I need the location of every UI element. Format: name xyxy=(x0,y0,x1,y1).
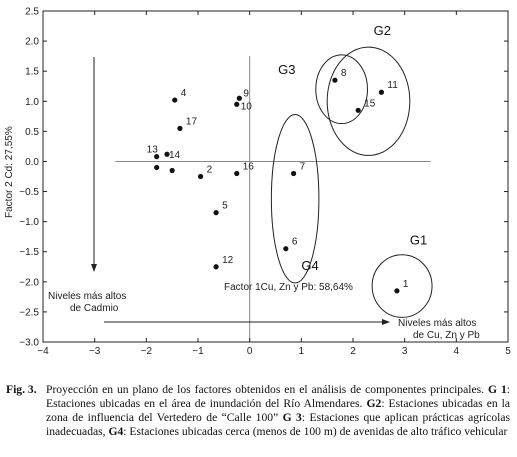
group-label-g2: G2 xyxy=(374,23,391,38)
caption-g2-tag: G2 xyxy=(366,397,382,410)
cadmio-arrow-head xyxy=(91,264,97,272)
point-label-14: 14 xyxy=(169,150,181,161)
caption-g4-text: : Estaciones ubicadas cerca (menos de 10… xyxy=(123,425,508,438)
y-tick-label: −1.0 xyxy=(19,217,39,228)
group-label-g3: G3 xyxy=(278,62,295,77)
cuznpb-annotation-line-2: de Cu, Zn y Pb xyxy=(413,330,480,341)
data-point-12 xyxy=(213,264,219,270)
y-axis-title: Factor 2 Cd: 27,55% xyxy=(4,126,15,218)
x-tick-label: 4 xyxy=(454,346,460,357)
x-tick-label: 1 xyxy=(299,346,305,357)
point-label-15: 15 xyxy=(364,98,376,109)
point-label-17: 17 xyxy=(186,116,198,127)
caption-g4-tag: G4 xyxy=(108,425,124,438)
cadmio-annotation-line-2: de Cadmio xyxy=(70,303,119,314)
x-tick-label: 2 xyxy=(350,346,356,357)
point-label-10: 10 xyxy=(241,101,253,112)
caption-label: Fig. 3. xyxy=(6,383,37,396)
data-point-6 xyxy=(283,246,289,252)
x-tick-label: −2 xyxy=(141,346,153,357)
x-tick-label: −3 xyxy=(89,346,101,357)
caption-g2-text: : Estaciones ubicadas en la zona de infl… xyxy=(46,397,511,424)
data-point xyxy=(154,164,160,171)
group-label-g4: G4 xyxy=(301,258,318,273)
x-tick-label: 3 xyxy=(402,346,408,357)
data-point-9 xyxy=(236,95,242,101)
y-tick-label: −2.0 xyxy=(19,277,39,288)
group-ellipse-g3 xyxy=(315,54,368,125)
x-tick-label: −1 xyxy=(192,346,204,357)
caption-body: Proyección en un plano de los factores o… xyxy=(46,383,510,439)
point-label-7: 7 xyxy=(300,161,306,172)
data-point-16 xyxy=(234,170,240,177)
point-label-8: 8 xyxy=(341,68,347,79)
plot-frame xyxy=(42,10,509,343)
group-ellipse-g2 xyxy=(326,46,411,156)
data-point-17 xyxy=(177,125,183,131)
data-point-1 xyxy=(394,288,400,294)
y-tick-label: 2.5 xyxy=(25,7,39,18)
point-label-11: 11 xyxy=(387,80,398,91)
y-tick-label: 2.0 xyxy=(25,37,39,48)
point-label-12: 12 xyxy=(222,255,234,266)
data-point-7 xyxy=(290,170,297,177)
y-tick-label: −1.5 xyxy=(19,247,39,258)
point-label-6: 6 xyxy=(292,237,298,248)
group-label-g1: G1 xyxy=(410,233,427,248)
scatter-chart: −4 −3 −2 −1 0 1 2 3 4 52.52.01.51.00.50.0−0.5−1.0… xyxy=(4,7,511,358)
caption-g1-tag: G 1 xyxy=(487,383,507,396)
group-ellipses: G1 G2 G3 G4 xyxy=(270,23,433,318)
point-label-9: 9 xyxy=(243,88,249,99)
y-tick-label: 0.0 xyxy=(25,157,39,168)
x-axis-title: Factor 1Cu, Zn y Pb: 58,64% xyxy=(224,282,353,293)
point-label-1: 1 xyxy=(403,279,409,290)
figure-caption: Fig. 3. Proyección en un plano de los fa… xyxy=(6,383,510,439)
annotations: Niveles más altos de Cadmio Niveles más … xyxy=(48,57,480,341)
data-point xyxy=(169,167,175,174)
cuznpb-annotation-line-1: Niveles más altos xyxy=(398,318,476,329)
group-ellipse-g4 xyxy=(270,114,320,284)
data-point-15 xyxy=(355,107,361,113)
data-point-8 xyxy=(332,77,338,83)
y-tick-label: 0.5 xyxy=(25,127,39,138)
y-tick-label: −3.0 xyxy=(19,338,39,349)
data-point-5 xyxy=(213,210,219,216)
cadmio-annotation-line-1: Niveles más altos xyxy=(48,291,126,302)
y-tick-label: −2.5 xyxy=(19,307,39,318)
group-ellipse-g1 xyxy=(371,254,433,318)
data-point-2 xyxy=(197,173,204,180)
caption-g3-tag: G 3 xyxy=(282,411,302,424)
caption-intro: Proyección en un plano de los factores o… xyxy=(46,383,485,396)
data-point-13 xyxy=(154,154,160,160)
crosshair-lines xyxy=(115,56,431,342)
x-tick-label: −4 xyxy=(37,346,49,357)
point-label-4: 4 xyxy=(181,88,187,99)
data-point-11 xyxy=(378,89,385,95)
x-tick-label: 5 xyxy=(505,346,511,357)
cuznpb-arrow-head xyxy=(382,319,390,325)
y-tick-label: 1.5 xyxy=(25,67,39,78)
point-label-2: 2 xyxy=(207,165,213,176)
data-point-10 xyxy=(234,101,240,107)
axis-ticks: −4 −3 −2 −1 0 1 2 3 4 52.52.01.51.00.50.0−0.5−1.0… xyxy=(19,7,511,358)
caption-g3-text: : Estaciones que aplican prácticas agríc… xyxy=(46,411,510,438)
data-point-14 xyxy=(164,151,170,157)
point-label-5: 5 xyxy=(222,201,228,212)
caption-g1-text: : Estaciones ubicadas en el área de inun… xyxy=(46,383,510,410)
point-label-16: 16 xyxy=(243,161,255,172)
data-point-4 xyxy=(172,97,178,103)
y-tick-label: −0.5 xyxy=(19,187,39,198)
y-tick-label: 1.0 xyxy=(25,97,39,108)
point-label-13: 13 xyxy=(147,145,159,156)
x-tick-label: 0 xyxy=(247,346,253,357)
